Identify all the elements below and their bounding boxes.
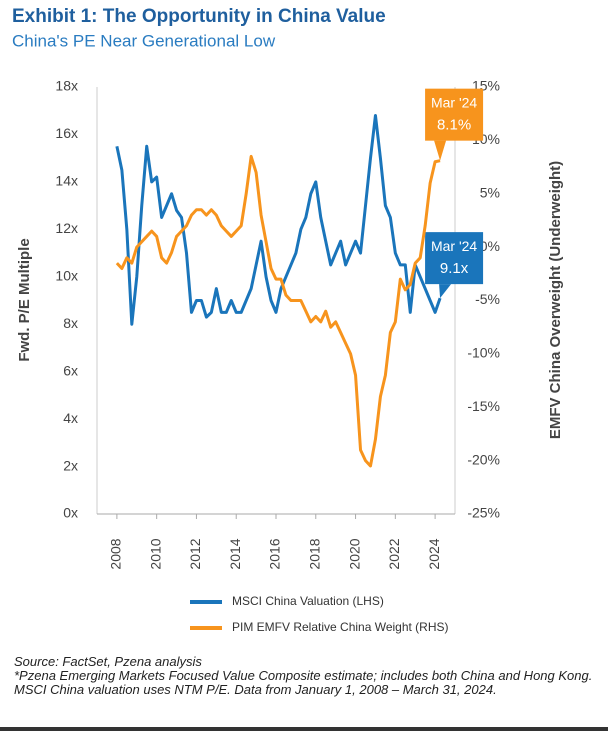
y-tick-label: 2x (63, 457, 78, 473)
callout-box (425, 88, 484, 141)
x-tick-label: 2014 (227, 538, 243, 569)
x-tick-label: 2010 (147, 538, 163, 569)
legend-label: MSCI China Valuation (LHS) (232, 594, 384, 608)
callout-pointer (434, 140, 447, 161)
source: Source: FactSet, Pzena analysis (14, 654, 202, 669)
chart: Exhibit 1: The Opportunity in China Valu… (12, 6, 564, 634)
chart-subtitle: China's PE Near Generational Low (12, 31, 276, 50)
callout-pointer (439, 284, 452, 299)
y2-tick-label: -5% (475, 291, 500, 307)
x-tick-label: 2024 (426, 538, 442, 569)
y-tick-label: 16x (55, 125, 78, 141)
footnotes: Source: FactSet, Pzena analysis *Pzena E… (14, 655, 594, 697)
legend-label: PIM EMFV Relative China Weight (RHS) (232, 620, 449, 634)
series-line (115, 154, 441, 468)
note: *Pzena Emerging Markets Focused Value Co… (14, 668, 593, 697)
x-tick-label: 2020 (346, 538, 362, 569)
y-tick-label: 12x (55, 220, 78, 236)
y2-tick-label: -15% (467, 398, 500, 414)
chart-title: Exhibit 1: The Opportunity in China Valu… (12, 6, 386, 27)
x-tick-label: 2008 (108, 538, 124, 569)
x-tick-label: 2018 (306, 538, 322, 569)
y-axis-label: Fwd. P/E Multiple (16, 238, 33, 361)
y2-tick-label: 5% (480, 184, 500, 200)
callout-value: 9.1x (440, 260, 469, 277)
callout-date: Mar '24 (431, 94, 477, 110)
y2-tick-label: 0% (480, 238, 500, 254)
y2-tick-label: -10% (467, 345, 500, 361)
y-tick-label: 8x (63, 315, 78, 331)
y2-axis-label: EMFV China Overweight (Underweight) (547, 161, 564, 439)
y-tick-label: 6x (63, 362, 78, 378)
y-tick-label: 18x (55, 78, 78, 94)
y2-tick-label: -25% (467, 505, 500, 521)
y-tick-label: 14x (55, 173, 78, 189)
callout-date: Mar '24 (431, 238, 477, 254)
x-tick-label: 2016 (267, 538, 283, 569)
x-tick-label: 2012 (187, 538, 203, 569)
callout-value: 8.1% (437, 117, 471, 134)
y2-tick-label: -20% (467, 451, 500, 467)
series-line (115, 113, 442, 326)
y-tick-label: 4x (63, 410, 78, 426)
x-tick-label: 2022 (386, 538, 402, 569)
y-tick-label: 0x (63, 505, 78, 521)
y-tick-label: 10x (55, 267, 78, 283)
bottom-rule (0, 727, 608, 731)
callout-box (425, 232, 484, 285)
